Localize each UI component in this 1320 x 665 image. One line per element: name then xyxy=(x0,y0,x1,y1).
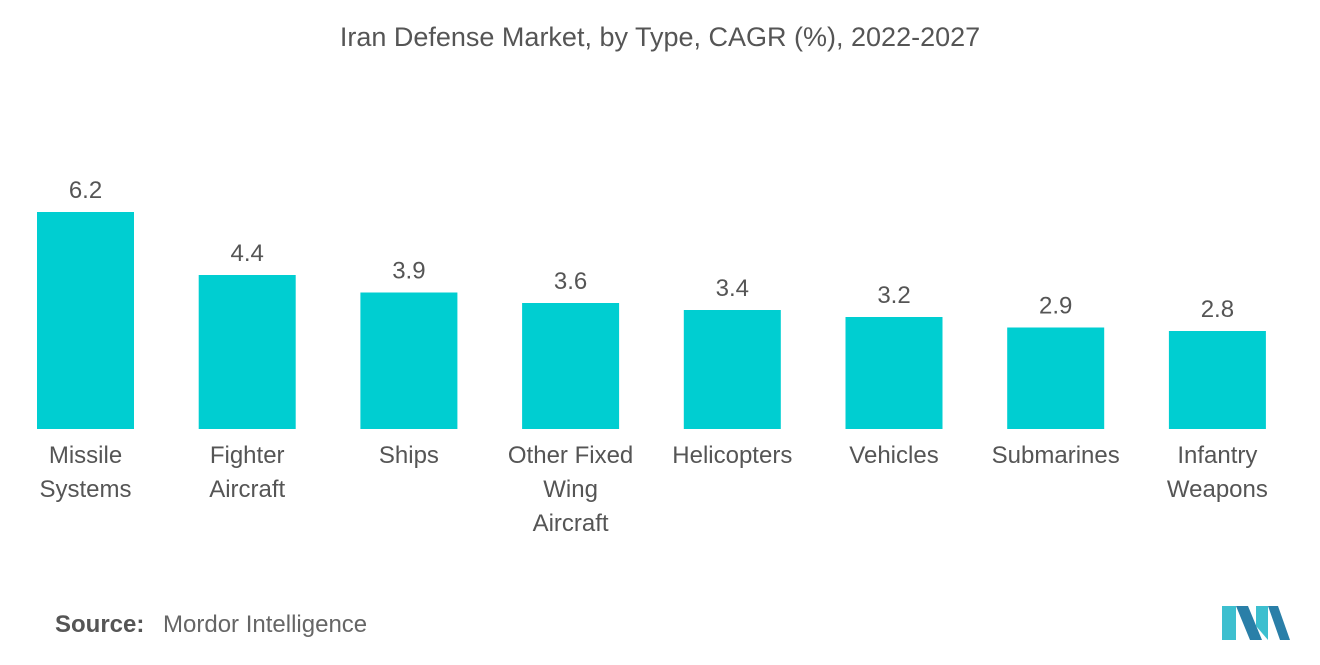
category-label-line: Missile xyxy=(49,442,122,469)
category-label-line: Infantry xyxy=(1177,442,1257,469)
category-label-line: Vehicles xyxy=(849,442,938,469)
source-label: Source: xyxy=(55,611,145,638)
category-label-line: Helicopters xyxy=(672,442,792,469)
category-label-line: Fighter xyxy=(210,442,285,469)
logo-shape-4 xyxy=(1268,606,1290,640)
category-label-line: Aircraft xyxy=(209,476,285,503)
bar xyxy=(1168,331,1266,429)
bar-chart: 6.2 Missile Systems 4.4 Fighter Aircraft 3.9 Sh… xyxy=(37,177,1268,537)
bar xyxy=(522,303,620,429)
bar xyxy=(360,292,458,429)
category-label-line: Submarines xyxy=(992,442,1120,469)
category-label-line: Wing xyxy=(543,476,598,503)
category-label: Fighter Aircraft xyxy=(209,442,285,503)
mordor-intelligence-logo-icon xyxy=(1222,606,1290,640)
category-label: Helicopters xyxy=(672,442,792,469)
category-label: Missile Systems xyxy=(39,442,131,503)
bar xyxy=(198,275,296,429)
bar xyxy=(845,317,943,429)
category-label-line: Other Fixed xyxy=(508,442,633,469)
data-label: 2.8 xyxy=(1201,296,1234,323)
bar xyxy=(1007,327,1105,429)
bar xyxy=(37,212,134,429)
data-label: 3.4 xyxy=(716,275,749,302)
category-label-line: Aircraft xyxy=(533,510,609,537)
category-label: Ships xyxy=(379,442,439,469)
category-label: Infantry Weapons xyxy=(1167,442,1268,503)
logo-shape-2 xyxy=(1236,606,1262,640)
data-label: 3.6 xyxy=(554,268,587,295)
category-label: Submarines xyxy=(992,442,1120,469)
category-label-line: Weapons xyxy=(1167,476,1268,503)
category-label: Other Fixed Wing Aircraft xyxy=(508,442,633,537)
data-label: 6.2 xyxy=(69,177,102,204)
category-label-line: Systems xyxy=(39,476,131,503)
logo-shape-3 xyxy=(1256,606,1268,640)
chart-title: Iran Defense Market, by Type, CAGR (%), … xyxy=(339,22,981,52)
data-label: 2.9 xyxy=(1039,293,1072,320)
logo-shape-1 xyxy=(1222,606,1236,640)
category-label: Vehicles xyxy=(849,442,938,469)
data-label: 3.2 xyxy=(877,282,910,309)
data-label: 4.4 xyxy=(231,240,264,267)
bar xyxy=(683,310,781,429)
source-note: Source: Mordor Intelligence xyxy=(55,611,367,639)
source-text: Mordor Intelligence xyxy=(163,611,368,638)
data-label: 3.9 xyxy=(392,258,425,285)
category-label-line: Ships xyxy=(379,442,439,469)
